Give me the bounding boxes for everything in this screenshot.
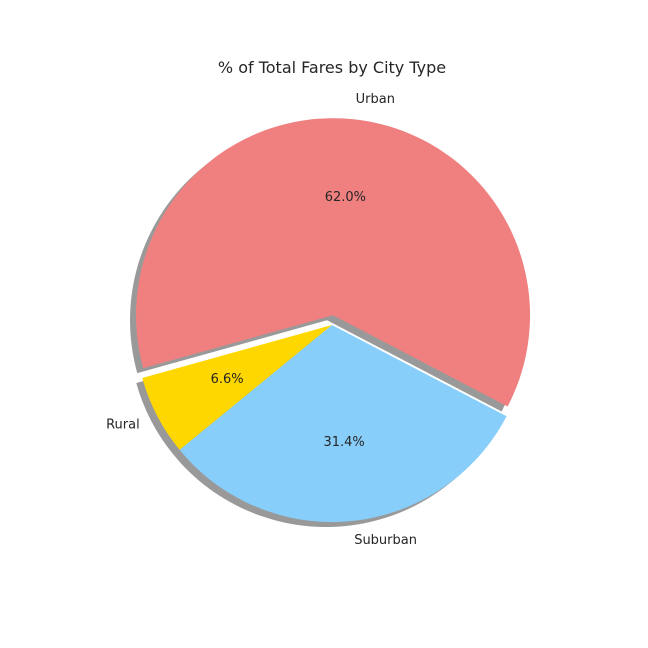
slice-percent-rural: 6.6%: [211, 372, 244, 387]
chart-title: % of Total Fares by City Type: [218, 58, 446, 77]
slice-percent-suburban: 31.4%: [323, 435, 364, 450]
pie-slice-urban: [136, 118, 531, 407]
slice-label-suburban: Suburban: [354, 533, 417, 548]
pie-slice-rural: [142, 325, 332, 450]
slice-percent-urban: 62.0%: [325, 190, 366, 205]
pie-slices: [136, 118, 531, 523]
slice-label-rural: Rural: [106, 417, 140, 432]
pie-slice-suburban: [179, 325, 507, 523]
slice-label-urban: Urban: [356, 92, 395, 107]
pie-labels: Urban 62.0% Rural 6.6% Suburban 31.4%: [106, 92, 417, 548]
